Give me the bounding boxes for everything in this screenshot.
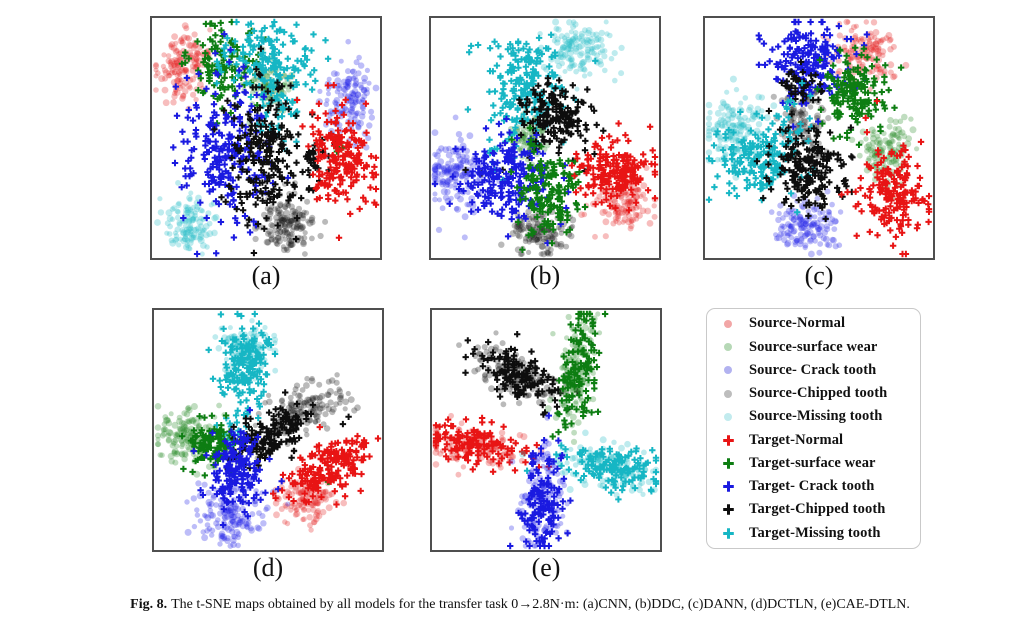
tsne-panel-a	[150, 16, 382, 260]
legend-box: Source-Normal Source-surface wear Source- …	[706, 308, 921, 549]
panel-label-c: (c)	[804, 261, 834, 290]
legend-item: Target- Crack tooth	[707, 476, 920, 497]
legend-circle-marker-icon	[707, 366, 749, 375]
legend-circle-marker-icon	[707, 389, 749, 398]
scatter-plot-e	[432, 310, 660, 550]
legend-item-label: Source- Crack tooth	[749, 361, 877, 378]
legend-item-label: Target- Crack tooth	[749, 478, 875, 495]
legend-item: Source-surface wear	[707, 337, 920, 358]
tsne-panel-c	[703, 16, 935, 260]
legend-plus-marker-icon	[707, 457, 749, 470]
scatter-plot-d	[154, 310, 382, 549]
tsne-panel-d	[152, 308, 384, 552]
legend-item-label: Source-surface wear	[749, 338, 878, 355]
panel-label-a: (a)	[251, 261, 281, 290]
legend-item: Target-Chipped tooth	[707, 499, 920, 520]
panel-label-d: (d)	[252, 553, 284, 582]
figure-caption: Fig. 8. The t-SNE maps obtained by all mo…	[50, 597, 990, 613]
legend-item: Target-Normal	[707, 430, 920, 451]
legend-item-label: Source-Missing tooth	[749, 408, 883, 425]
legend-item-label: Target-Missing tooth	[749, 524, 881, 541]
legend-circle-marker-icon	[707, 343, 749, 352]
legend-item-label: Target-Chipped tooth	[749, 501, 886, 518]
legend-item-label: Source-Chipped tooth	[749, 385, 888, 402]
legend-item: Source-Chipped tooth	[707, 383, 920, 404]
legend-item-label: Source-Normal	[749, 315, 846, 332]
legend-item: Target-Missing tooth	[707, 523, 920, 544]
legend-item-label: Target-surface wear	[749, 454, 876, 471]
scatter-plot-a	[152, 18, 380, 258]
legend-item: Source-Missing tooth	[707, 406, 920, 427]
legend-item: Source-Normal	[707, 313, 920, 334]
legend-plus-marker-icon	[707, 434, 749, 447]
tsne-panel-e	[430, 308, 662, 552]
panel-label-e: (e)	[531, 553, 561, 582]
scatter-plot-c	[705, 18, 933, 258]
legend-item: Source- Crack tooth	[707, 360, 920, 381]
legend-item-label: Target-Normal	[749, 431, 844, 448]
legend-plus-marker-icon	[707, 527, 749, 540]
panel-label-b: (b)	[529, 261, 561, 290]
scatter-plot-b	[431, 18, 659, 258]
figure-caption-text: The t-SNE maps obtained by all models fo…	[171, 597, 910, 612]
legend-item: Target-surface wear	[707, 453, 920, 474]
figure-caption-label: Fig. 8.	[130, 597, 168, 612]
legend-plus-marker-icon	[707, 503, 749, 516]
tsne-panel-b	[429, 16, 661, 260]
legend-circle-marker-icon	[707, 412, 749, 421]
legend-plus-marker-icon	[707, 480, 749, 493]
legend-circle-marker-icon	[707, 319, 749, 328]
